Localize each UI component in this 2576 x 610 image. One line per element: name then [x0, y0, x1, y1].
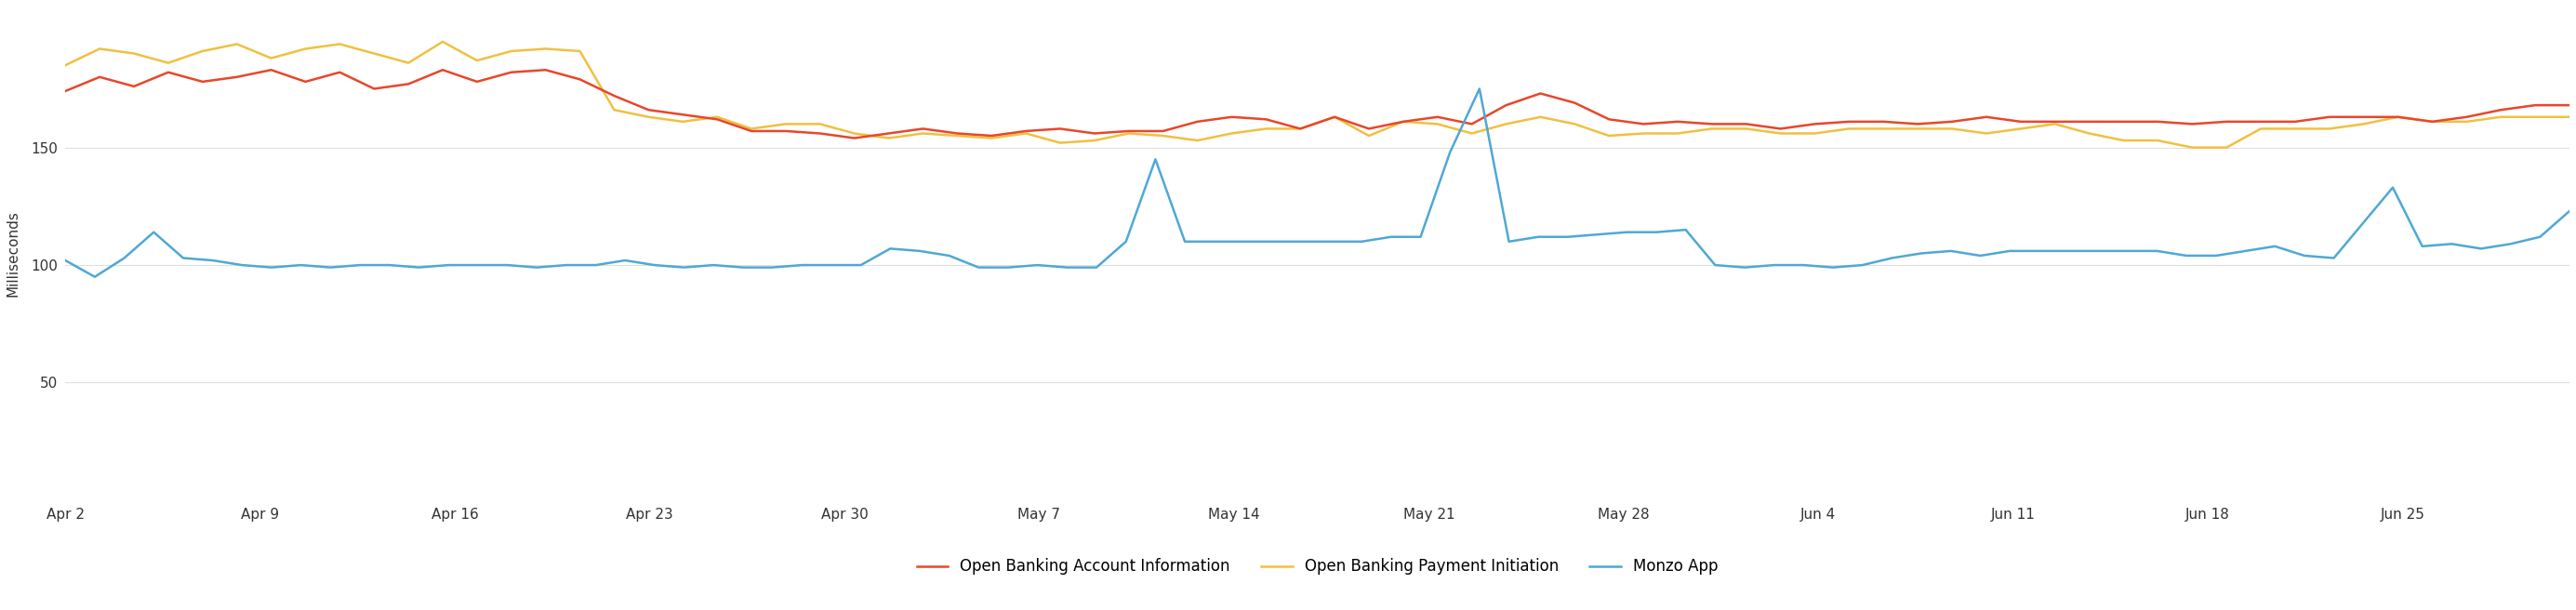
- Open Banking Payment Initiation: [907, 130, 938, 137]
- Monzo App: [139, 229, 170, 236]
- Legend: Open Banking Account Information, Open Banking Payment Initiation, Monzo App: Open Banking Account Information, Open B…: [909, 552, 1723, 581]
- Line: Open Banking Account Information: Open Banking Account Information: [64, 70, 2568, 138]
- Open Banking Payment Initiation: [2553, 113, 2576, 121]
- Open Banking Payment Initiation: [598, 106, 629, 113]
- Open Banking Payment Initiation: [1455, 130, 1486, 137]
- Monzo App: [80, 273, 111, 281]
- Open Banking Payment Initiation: [49, 62, 80, 69]
- Open Banking Account Information: [1492, 101, 1522, 109]
- Y-axis label: Milliseconds: Milliseconds: [8, 210, 21, 296]
- Open Banking Payment Initiation: [428, 38, 459, 45]
- Monzo App: [2231, 247, 2262, 254]
- Monzo App: [2025, 247, 2056, 254]
- Open Banking Account Information: [598, 92, 629, 99]
- Open Banking Payment Initiation: [634, 113, 665, 121]
- Monzo App: [49, 257, 80, 264]
- Monzo App: [2553, 207, 2576, 215]
- Monzo App: [345, 262, 376, 269]
- Open Banking Account Information: [2383, 113, 2414, 121]
- Line: Open Banking Payment Initiation: Open Banking Payment Initiation: [64, 41, 2568, 148]
- Monzo App: [1463, 85, 1494, 92]
- Open Banking Account Information: [2553, 101, 2576, 109]
- Line: Monzo App: Monzo App: [64, 88, 2568, 277]
- Open Banking Account Information: [1525, 90, 1556, 97]
- Open Banking Account Information: [49, 87, 80, 95]
- Open Banking Payment Initiation: [2383, 113, 2414, 121]
- Open Banking Payment Initiation: [2177, 144, 2208, 151]
- Monzo App: [1288, 238, 1319, 245]
- Open Banking Account Information: [840, 134, 871, 142]
- Open Banking Account Information: [634, 106, 665, 113]
- Monzo App: [198, 257, 229, 264]
- Open Banking Account Information: [943, 130, 974, 137]
- Open Banking Payment Initiation: [1492, 120, 1522, 127]
- Open Banking Account Information: [255, 66, 286, 74]
